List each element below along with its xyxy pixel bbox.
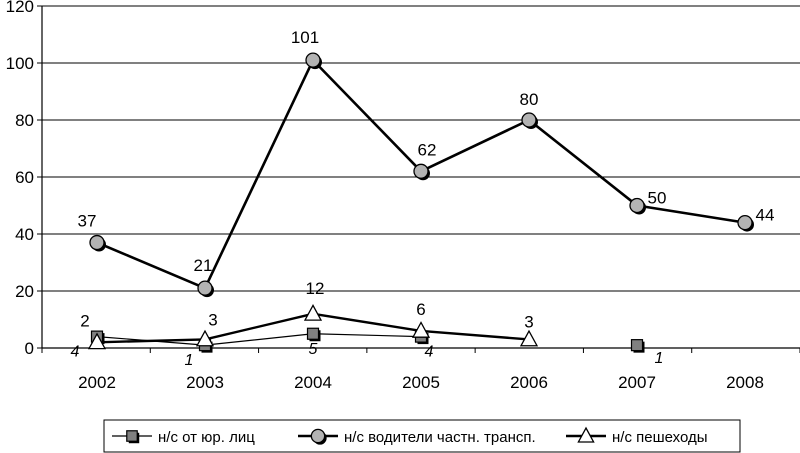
data-point-square — [630, 339, 644, 352]
series-markers — [87, 52, 754, 353]
data-point-square — [306, 327, 320, 340]
legend: н/с от юр. лиц н/с водители частн. трансп… — [103, 419, 741, 453]
y-tick-label: 20 — [15, 282, 34, 301]
legend-marker-square — [126, 430, 138, 442]
data-label-circle: 21 — [194, 256, 213, 275]
legend-marker-circle — [310, 428, 326, 444]
data-point-circle — [305, 52, 321, 68]
legend-item: н/с водители частн. трансп. — [298, 428, 536, 446]
y-tick-label: 0 — [25, 339, 34, 358]
y-axis-tick-labels: 0 20 40 60 80 100 120 — [6, 0, 34, 358]
y-tick-label: 40 — [15, 225, 34, 244]
x-tick-label: 2006 — [510, 373, 548, 392]
data-label-circle: 101 — [291, 28, 319, 47]
data-point-triangle — [87, 332, 107, 350]
x-tick-label: 2007 — [618, 373, 656, 392]
series-line-square — [96, 333, 422, 346]
legend-label: н/с пешеходы — [612, 429, 708, 446]
legend-label: н/с от юр. лиц — [158, 429, 255, 446]
x-tick-label: 2004 — [294, 373, 332, 392]
legend-item: н/с от юр. лиц — [112, 429, 255, 446]
data-point-triangle — [411, 321, 431, 338]
data-point-circle — [89, 234, 105, 251]
y-tick-label: 80 — [15, 111, 34, 130]
data-point-circle — [737, 214, 753, 231]
data-point-triangle — [519, 329, 539, 347]
data-point-circle — [629, 197, 645, 214]
data-labels: 4 1 5 4 1 37 21 101 62 80 50 44 2 3 12 6 3 — [71, 28, 775, 369]
data-label-square: 4 — [425, 344, 434, 361]
data-point-triangle — [195, 329, 215, 347]
x-axis-tick-labels: 2002 2003 2004 2005 2006 2007 2008 — [78, 373, 764, 392]
data-point-circle — [521, 112, 537, 128]
axes — [37, 5, 800, 353]
data-point-circle — [413, 163, 429, 179]
data-label-triangle: 3 — [208, 310, 217, 329]
data-point-circle — [197, 280, 213, 296]
x-tick-label: 2005 — [402, 373, 440, 392]
data-label-square: 1 — [655, 350, 664, 367]
legend-box — [103, 419, 741, 453]
data-label-circle: 62 — [418, 140, 437, 159]
legend-label: н/с водители частн. трансп. — [344, 429, 536, 446]
data-label-square: 4 — [71, 344, 80, 361]
y-tick-label: 60 — [15, 168, 34, 187]
data-label-triangle: 12 — [306, 279, 325, 298]
data-label-circle: 80 — [520, 90, 539, 109]
x-tick-label: 2003 — [186, 373, 224, 392]
x-tick-label: 2008 — [726, 373, 764, 392]
y-tick-label: 120 — [6, 0, 34, 16]
data-point-triangle — [303, 304, 323, 321]
legend-item: н/с пешеходы — [566, 426, 708, 446]
data-label-triangle: 2 — [80, 311, 89, 330]
data-label-circle: 50 — [648, 189, 667, 208]
x-tick-label: 2002 — [78, 373, 116, 392]
data-label-square: 5 — [309, 341, 318, 358]
data-label-triangle: 6 — [416, 300, 425, 319]
data-label-triangle: 3 — [524, 312, 533, 331]
data-label-square: 1 — [185, 352, 194, 369]
data-label-circle: 37 — [78, 212, 97, 231]
y-tick-label: 100 — [6, 54, 34, 73]
legend-marker-triangle — [577, 426, 595, 443]
data-label-circle: 44 — [756, 206, 775, 225]
